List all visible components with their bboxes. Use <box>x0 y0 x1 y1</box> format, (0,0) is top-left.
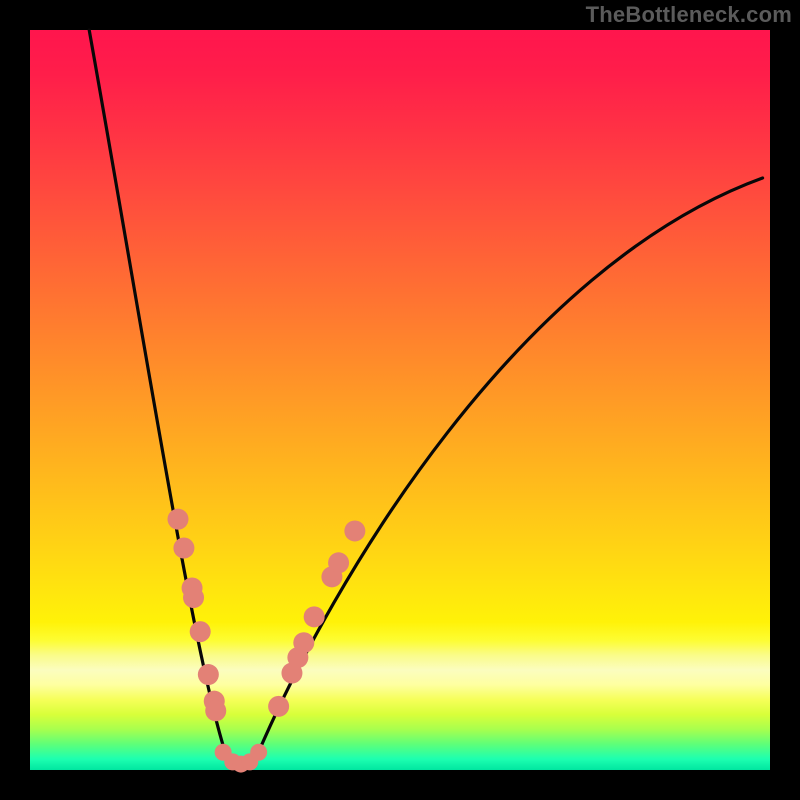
watermark-text: TheBottleneck.com <box>586 2 792 28</box>
data-marker <box>304 606 325 627</box>
chart-container: { "canvas": { "width": 800, "height": 80… <box>0 0 800 800</box>
data-marker <box>250 744 267 761</box>
data-marker <box>293 632 314 653</box>
data-marker <box>198 664 219 685</box>
data-marker <box>205 700 226 721</box>
bottleneck-chart-svg <box>0 0 800 800</box>
plot-background-gradient <box>30 30 770 770</box>
data-marker <box>168 509 189 530</box>
data-marker <box>173 538 194 559</box>
data-marker <box>344 520 365 541</box>
data-marker <box>268 696 289 717</box>
data-marker <box>328 552 349 573</box>
data-marker <box>190 621 211 642</box>
data-marker <box>183 587 204 608</box>
